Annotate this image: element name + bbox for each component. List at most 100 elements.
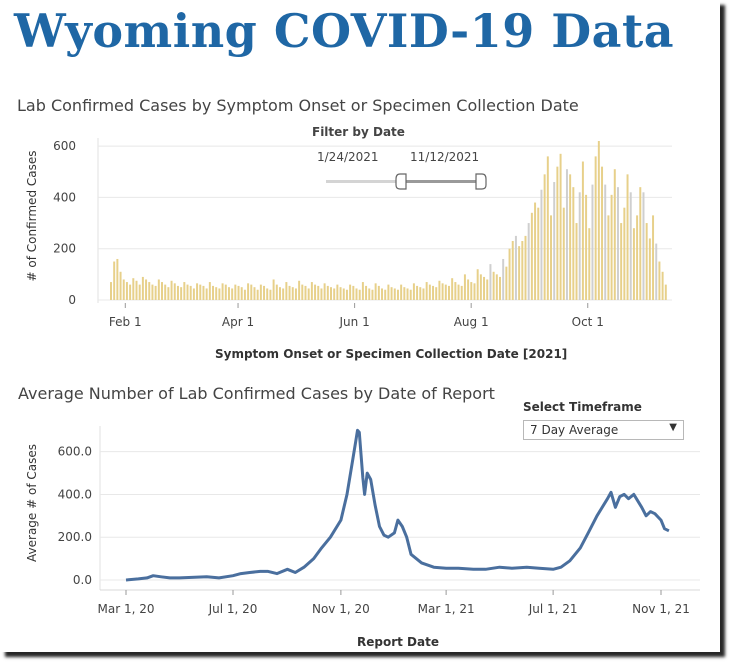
bar bbox=[422, 288, 425, 300]
bar bbox=[607, 215, 610, 300]
bar bbox=[263, 285, 266, 300]
bar bbox=[314, 284, 317, 300]
bar bbox=[486, 279, 489, 300]
bar bbox=[521, 241, 524, 300]
slider-start-handle[interactable] bbox=[395, 173, 407, 190]
bar bbox=[479, 274, 482, 300]
bar bbox=[266, 288, 269, 300]
bar bbox=[425, 282, 428, 300]
bar bbox=[237, 285, 240, 300]
bar bbox=[186, 284, 189, 300]
bar bbox=[301, 284, 304, 300]
bar bbox=[508, 248, 511, 300]
filter-end-date[interactable]: 11/12/2021 bbox=[410, 150, 480, 164]
bar bbox=[550, 215, 552, 300]
bar bbox=[161, 282, 163, 300]
bar bbox=[473, 283, 476, 300]
bar bbox=[419, 287, 422, 300]
bar-y-tick-label: 600 bbox=[53, 139, 76, 153]
bar bbox=[412, 283, 415, 300]
bar-x-tick-label: Oct 1 bbox=[572, 315, 604, 329]
bar bbox=[129, 284, 132, 300]
bar-chart-y-axis-label: # of Confirmed Cases bbox=[25, 151, 39, 282]
bar bbox=[342, 288, 345, 300]
bar bbox=[320, 288, 323, 300]
bar bbox=[629, 192, 632, 300]
bar bbox=[291, 287, 294, 300]
bar bbox=[623, 207, 626, 300]
bar-x-tick-label: Aug 1 bbox=[454, 315, 489, 329]
bar bbox=[403, 287, 406, 300]
slider-end-handle[interactable] bbox=[475, 173, 487, 190]
bar bbox=[409, 289, 412, 300]
bar bbox=[304, 285, 307, 300]
bar bbox=[199, 284, 202, 300]
bar bbox=[205, 288, 208, 300]
bar bbox=[278, 287, 281, 300]
bar bbox=[514, 235, 517, 300]
bar bbox=[381, 288, 384, 300]
bar bbox=[215, 287, 218, 300]
bar bbox=[208, 282, 211, 300]
bar bbox=[227, 287, 230, 300]
bar bbox=[495, 274, 498, 300]
bar-x-tick-label: Apr 1 bbox=[222, 315, 254, 329]
bar bbox=[396, 289, 399, 300]
bar bbox=[604, 184, 607, 300]
bar bbox=[240, 287, 243, 300]
bar bbox=[176, 285, 179, 300]
page-title: Wyoming COVID-19 Data bbox=[14, 4, 675, 58]
bar bbox=[601, 166, 604, 300]
bar bbox=[148, 282, 151, 300]
bar bbox=[317, 285, 320, 300]
bar bbox=[483, 276, 486, 300]
bar bbox=[323, 283, 326, 300]
filter-start-date[interactable]: 1/24/2021 bbox=[317, 150, 379, 164]
bar bbox=[196, 283, 199, 300]
bar bbox=[594, 156, 597, 300]
bar bbox=[377, 285, 380, 300]
bar bbox=[110, 282, 112, 300]
bar bbox=[591, 184, 594, 300]
bar bbox=[546, 156, 549, 300]
bar bbox=[113, 261, 116, 300]
bar bbox=[416, 285, 419, 300]
bar bbox=[632, 228, 635, 300]
bar bbox=[616, 187, 619, 300]
bar bbox=[543, 174, 546, 300]
bar bbox=[145, 279, 148, 300]
bar bbox=[154, 285, 157, 300]
timeframe-dropdown[interactable]: 7 Day Average ▼ bbox=[523, 420, 684, 440]
bar-x-tick-label: Feb 1 bbox=[109, 315, 142, 329]
bar bbox=[298, 280, 301, 300]
bar bbox=[224, 284, 227, 300]
bar bbox=[361, 282, 364, 300]
bar bbox=[173, 283, 176, 300]
date-range-slider[interactable] bbox=[320, 170, 490, 194]
bar bbox=[272, 279, 275, 300]
bar-chart-bars bbox=[110, 141, 667, 300]
chevron-down-icon: ▼ bbox=[669, 422, 677, 433]
bar bbox=[428, 284, 431, 300]
bar bbox=[253, 287, 256, 300]
bar bbox=[275, 284, 278, 300]
bar bbox=[247, 283, 250, 300]
bar bbox=[218, 288, 221, 300]
bar bbox=[250, 284, 253, 300]
bar bbox=[645, 223, 648, 300]
bar bbox=[585, 194, 588, 300]
bar bbox=[639, 187, 642, 300]
bar bbox=[355, 288, 358, 300]
bar bbox=[374, 283, 377, 300]
bar bbox=[167, 287, 170, 300]
bar bbox=[307, 288, 310, 300]
bar bbox=[489, 264, 492, 300]
bar bbox=[492, 271, 495, 300]
bar bbox=[575, 223, 578, 300]
bar bbox=[243, 289, 246, 300]
bar bbox=[476, 269, 479, 300]
bar bbox=[333, 288, 336, 300]
bar bbox=[330, 287, 332, 300]
bar bbox=[652, 215, 655, 300]
bar-y-tick-label: 0 bbox=[68, 293, 76, 307]
